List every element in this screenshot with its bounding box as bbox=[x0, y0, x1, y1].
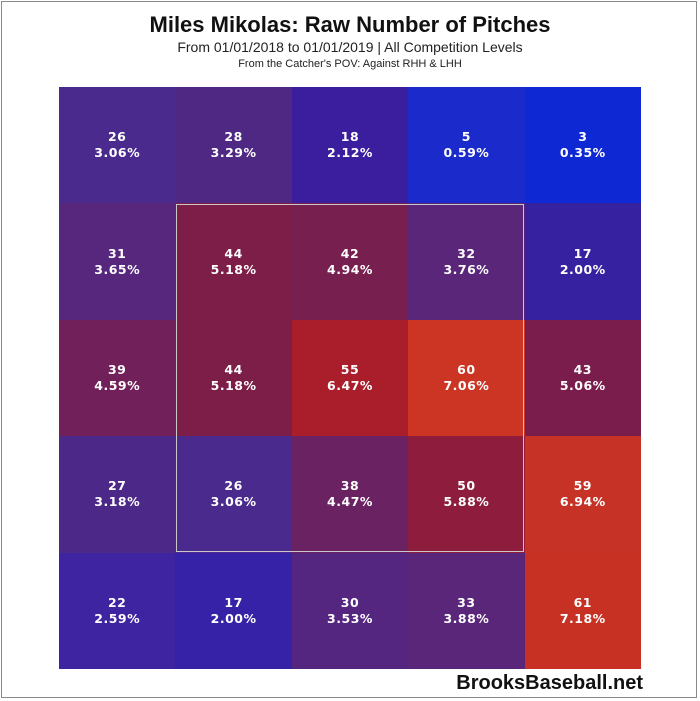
heatmap-cell: 44 5.18% bbox=[175, 319, 292, 437]
heatmap-cell: 3 0.35% bbox=[524, 87, 641, 204]
cell-percent: 3.29% bbox=[210, 145, 257, 161]
cell-percent: 2.59% bbox=[94, 610, 141, 626]
cell-count: 38 bbox=[340, 478, 360, 494]
cell-count: 26 bbox=[107, 129, 127, 145]
heatmap-cell: 27 3.18% bbox=[59, 436, 176, 553]
cell-percent: 6.47% bbox=[327, 377, 373, 393]
cell-count: 17 bbox=[224, 594, 243, 610]
chart-subtitle: From 01/01/2018 to 01/01/2019 | All Comp… bbox=[177, 39, 523, 55]
cell-count: 32 bbox=[457, 245, 476, 261]
heatmap-cell: 43 5.06% bbox=[524, 319, 641, 437]
cell-percent: 2.00% bbox=[210, 610, 257, 626]
cell-percent: 4.94% bbox=[327, 261, 373, 277]
cell-percent: 3.18% bbox=[94, 494, 141, 510]
heatmap-cell: 60 7.06% bbox=[408, 319, 525, 437]
heatmap-cell: 31 3.65% bbox=[59, 203, 176, 320]
cell-count: 30 bbox=[340, 594, 360, 610]
heatmap-cell: 17 2.00% bbox=[524, 203, 641, 320]
heatmap-cell: 32 3.76% bbox=[408, 203, 525, 320]
cell-count: 22 bbox=[107, 594, 127, 610]
heatmap-cell: 22 2.59% bbox=[59, 552, 176, 669]
cell-count: 44 bbox=[224, 245, 243, 261]
cell-percent: 3.06% bbox=[210, 494, 257, 510]
cell-count: 50 bbox=[457, 478, 476, 494]
cell-percent: 0.35% bbox=[559, 145, 606, 161]
cell-count: 44 bbox=[224, 361, 243, 377]
cell-count: 60 bbox=[457, 361, 476, 377]
cell-percent: 3.88% bbox=[443, 610, 490, 626]
heatmap-cell: 55 6.47% bbox=[291, 319, 409, 437]
heatmap-cell: 39 4.59% bbox=[59, 319, 176, 437]
cell-percent: 3.76% bbox=[443, 261, 490, 277]
cell-percent: 3.06% bbox=[94, 145, 141, 161]
cell-percent: 4.59% bbox=[94, 377, 141, 393]
heatmap-grid: 26 3.06% 28 3.29% 18 2.12% 5 0.59% 3 0.35% 31 3.65%… bbox=[59, 87, 641, 669]
cell-percent: 2.12% bbox=[327, 145, 373, 161]
heatmap-cell: 44 5.18% bbox=[175, 203, 292, 320]
cell-count: 42 bbox=[340, 245, 360, 261]
cell-count: 17 bbox=[573, 245, 592, 261]
cell-count: 33 bbox=[457, 594, 476, 610]
heatmap-cell: 26 3.06% bbox=[175, 436, 292, 553]
cell-count: 43 bbox=[573, 361, 592, 377]
cell-count: 26 bbox=[224, 478, 243, 494]
cell-count: 55 bbox=[340, 361, 360, 377]
cell-count: 61 bbox=[573, 594, 592, 610]
cell-percent: 5.06% bbox=[559, 377, 606, 393]
heatmap-cell: 18 2.12% bbox=[291, 87, 409, 204]
chart-subtitle-pov: From the Catcher's POV: Against RHH & LH… bbox=[238, 58, 462, 70]
cell-count: 59 bbox=[573, 478, 592, 494]
cell-percent: 7.06% bbox=[443, 377, 490, 393]
brand-watermark: BrooksBaseball.net bbox=[456, 672, 643, 694]
cell-percent: 2.00% bbox=[559, 261, 606, 277]
heatmap-cell: 42 4.94% bbox=[291, 203, 409, 320]
cell-count: 39 bbox=[107, 361, 127, 377]
chart-title: Miles Mikolas: Raw Number of Pitches bbox=[149, 12, 551, 37]
heatmap-cell: 17 2.00% bbox=[175, 552, 292, 669]
cell-percent: 3.53% bbox=[327, 610, 373, 626]
cell-count: 5 bbox=[461, 129, 471, 145]
cell-percent: 4.47% bbox=[327, 494, 373, 510]
heatmap-cell: 28 3.29% bbox=[175, 87, 292, 204]
cell-percent: 3.65% bbox=[94, 261, 141, 277]
heatmap-cell: 50 5.88% bbox=[408, 436, 525, 553]
cell-percent: 0.59% bbox=[443, 145, 490, 161]
heatmap-cell: 59 6.94% bbox=[524, 436, 641, 553]
heatmap-cell: 30 3.53% bbox=[291, 552, 409, 669]
cell-percent: 5.18% bbox=[210, 377, 257, 393]
cell-count: 3 bbox=[578, 129, 588, 145]
cell-percent: 5.88% bbox=[443, 494, 490, 510]
heatmap-cell: 38 4.47% bbox=[291, 436, 409, 553]
cell-count: 18 bbox=[340, 129, 360, 145]
heatmap-cell: 26 3.06% bbox=[59, 87, 176, 204]
heatmap-cell: 33 3.88% bbox=[408, 552, 525, 669]
cell-count: 31 bbox=[107, 245, 127, 261]
heatmap-cell: 61 7.18% bbox=[524, 552, 641, 669]
heatmap-cell: 5 0.59% bbox=[408, 87, 525, 204]
cell-percent: 6.94% bbox=[559, 494, 606, 510]
cell-percent: 5.18% bbox=[210, 261, 257, 277]
cell-count: 28 bbox=[224, 129, 243, 145]
cell-percent: 7.18% bbox=[559, 610, 606, 626]
cell-count: 27 bbox=[107, 478, 127, 494]
